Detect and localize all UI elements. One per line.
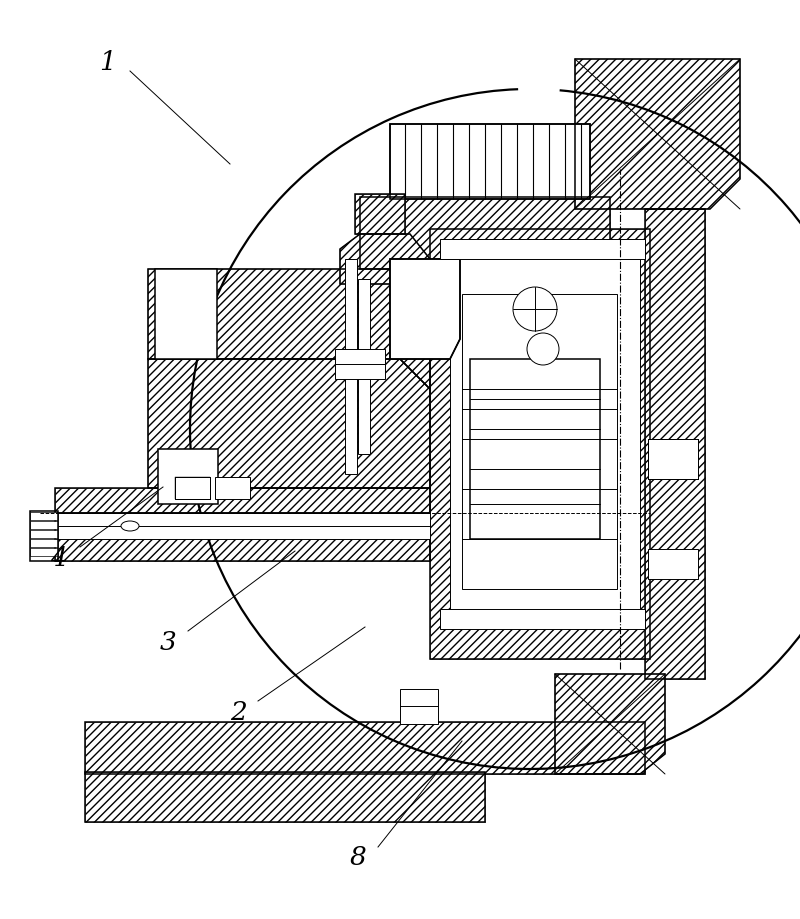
Polygon shape: [575, 60, 740, 210]
Bar: [390, 125, 590, 199]
Bar: [390, 125, 590, 199]
Text: 8: 8: [350, 845, 366, 869]
Bar: [30, 549, 58, 556]
Bar: [648, 439, 698, 480]
Bar: [440, 609, 645, 630]
Bar: [175, 478, 210, 499]
Bar: [430, 230, 650, 659]
Polygon shape: [555, 675, 665, 774]
Bar: [358, 279, 370, 455]
Bar: [158, 449, 218, 505]
Bar: [470, 359, 600, 539]
Bar: [400, 689, 438, 724]
Bar: [360, 198, 610, 269]
Bar: [462, 295, 617, 589]
Bar: [335, 349, 385, 380]
Circle shape: [513, 288, 557, 332]
Bar: [440, 240, 645, 260]
Ellipse shape: [121, 521, 139, 531]
Bar: [55, 489, 430, 514]
Bar: [215, 478, 250, 499]
Bar: [345, 260, 357, 474]
Bar: [648, 439, 698, 480]
Bar: [645, 210, 705, 679]
Text: 3: 3: [160, 629, 176, 653]
Bar: [360, 198, 610, 269]
Polygon shape: [148, 359, 430, 489]
Polygon shape: [148, 269, 430, 390]
Text: 2: 2: [230, 698, 246, 724]
Bar: [30, 512, 58, 562]
Bar: [430, 230, 650, 659]
Bar: [175, 478, 210, 499]
Bar: [175, 478, 210, 499]
Text: 4: 4: [50, 545, 66, 570]
Bar: [355, 195, 405, 234]
Bar: [30, 530, 58, 539]
Bar: [85, 722, 645, 774]
Polygon shape: [340, 234, 430, 285]
Bar: [55, 489, 430, 514]
Polygon shape: [390, 260, 460, 359]
Bar: [645, 210, 705, 679]
Polygon shape: [390, 260, 460, 359]
Bar: [85, 772, 485, 823]
Bar: [85, 772, 485, 823]
Bar: [55, 514, 430, 562]
Bar: [85, 722, 645, 774]
Bar: [355, 195, 405, 234]
Bar: [450, 255, 640, 614]
Bar: [648, 550, 698, 579]
Bar: [648, 439, 698, 480]
Circle shape: [527, 334, 559, 366]
Text: 1: 1: [100, 50, 116, 74]
Bar: [55, 514, 430, 562]
Bar: [30, 521, 58, 529]
Bar: [55, 514, 430, 539]
Bar: [30, 539, 58, 548]
Bar: [155, 269, 217, 359]
Bar: [30, 513, 58, 520]
